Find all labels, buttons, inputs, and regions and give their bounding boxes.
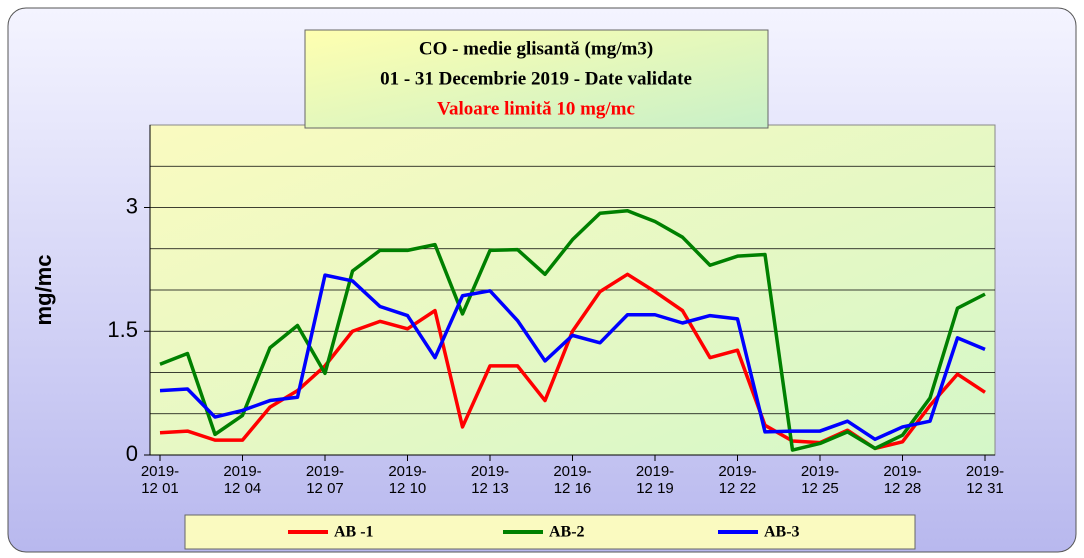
- legend-label: AB-3: [764, 524, 800, 541]
- y-axis-label: mg/mc: [31, 255, 56, 326]
- x-tick-label: 2019- 12 25: [800, 463, 840, 497]
- annotation: Valoare limită 10 mg/mc: [437, 98, 635, 119]
- legend-label: AB -1: [334, 524, 374, 541]
- x-tick-label: 2019- 12 01: [140, 463, 180, 497]
- y-tick-label: 1.5: [107, 317, 138, 342]
- y-tick-label: 0: [126, 441, 138, 466]
- x-tick-label: 2019- 12 31: [965, 463, 1005, 497]
- x-tick-label: 2019- 12 13: [470, 463, 510, 497]
- chart-title: CO - medie glisantă (mg/m3): [419, 38, 653, 59]
- x-tick-label: 2019- 12 28: [883, 463, 922, 497]
- series-line: [159, 273, 986, 442]
- chart-subtitle: 01 - 31 Decembrie 2019 - Date validate: [380, 68, 692, 89]
- x-tick-label: 2019- 12 19: [635, 463, 675, 497]
- x-tick-label: 2019- 12 04: [223, 463, 262, 497]
- series-line: [159, 209, 986, 452]
- x-tick-label: 2019- 12 07: [305, 463, 345, 497]
- y-tick-label: 3: [126, 193, 138, 218]
- title-box: [304, 29, 769, 129]
- x-tick-label: 2019- 12 10: [388, 463, 427, 497]
- legend-label: AB-2: [549, 524, 585, 541]
- x-tick-label: 2019- 12 16: [553, 463, 592, 497]
- x-tick-label: 2019- 12 22: [718, 463, 757, 497]
